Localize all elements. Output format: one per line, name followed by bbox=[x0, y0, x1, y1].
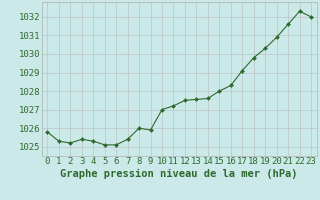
X-axis label: Graphe pression niveau de la mer (hPa): Graphe pression niveau de la mer (hPa) bbox=[60, 169, 298, 179]
